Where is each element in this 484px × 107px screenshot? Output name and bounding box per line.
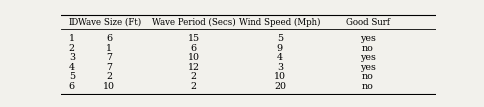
Text: 3: 3 [277,63,283,72]
Text: 10: 10 [274,72,286,81]
Text: 2: 2 [191,72,197,81]
Text: no: no [362,44,374,53]
Text: 7: 7 [106,63,112,72]
Text: 6: 6 [69,82,75,91]
Text: 7: 7 [106,53,112,62]
Text: 12: 12 [188,63,200,72]
Text: Wave Size (Ft): Wave Size (Ft) [77,18,141,27]
Text: 2: 2 [69,44,75,53]
Text: Wave Period (Secs): Wave Period (Secs) [152,18,236,27]
Text: 6: 6 [106,34,112,43]
Text: yes: yes [360,53,376,62]
Text: Good Surf: Good Surf [346,18,390,27]
Text: 2: 2 [191,82,197,91]
Text: yes: yes [360,34,376,43]
Text: 3: 3 [69,53,75,62]
Text: no: no [362,82,374,91]
Text: 6: 6 [191,44,197,53]
Text: 15: 15 [188,34,200,43]
Text: yes: yes [360,63,376,72]
Text: 5: 5 [69,72,75,81]
Text: 2: 2 [106,72,112,81]
Text: 20: 20 [274,82,286,91]
Text: 10: 10 [103,82,115,91]
Text: 5: 5 [277,34,283,43]
Text: 4: 4 [277,53,283,62]
Text: 1: 1 [106,44,112,53]
Text: Wind Speed (Mph): Wind Speed (Mph) [239,18,321,27]
Text: 4: 4 [69,63,75,72]
Text: 9: 9 [277,44,283,53]
Text: 10: 10 [188,53,200,62]
Text: no: no [362,72,374,81]
Text: ID: ID [69,18,79,27]
Text: 1: 1 [69,34,75,43]
